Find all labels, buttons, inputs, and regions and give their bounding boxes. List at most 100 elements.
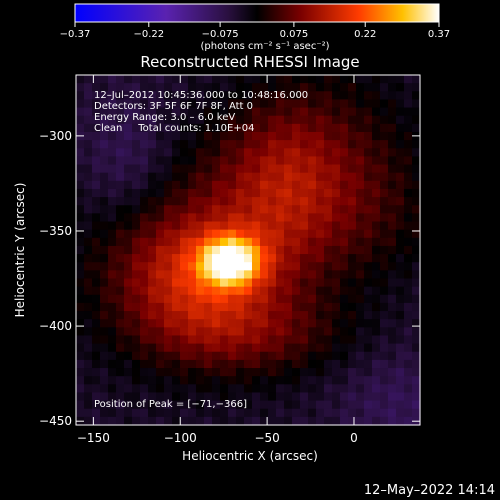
heatmap-cell bbox=[300, 278, 309, 288]
heatmap-cell bbox=[292, 311, 301, 320]
heatmap-cell bbox=[276, 278, 285, 288]
heatmap-cell bbox=[84, 172, 93, 182]
heatmap-cell bbox=[132, 213, 141, 223]
heatmap-cell bbox=[108, 180, 117, 190]
heatmap-cell bbox=[124, 392, 133, 402]
heatmap-cell bbox=[340, 123, 349, 133]
heatmap-cell bbox=[172, 148, 181, 157]
heatmap-cell bbox=[212, 131, 221, 141]
heatmap-cell bbox=[412, 107, 421, 117]
heatmap-cell bbox=[124, 205, 133, 214]
heatmap-cell bbox=[380, 351, 389, 361]
heatmap-cell bbox=[396, 302, 405, 312]
heatmap-cell bbox=[244, 368, 253, 377]
heatmap-cell bbox=[316, 107, 325, 117]
heatmap-cell bbox=[276, 408, 285, 418]
heatmap-cell bbox=[140, 335, 149, 345]
heatmap-cell bbox=[156, 311, 165, 320]
heatmap-cell bbox=[84, 254, 93, 263]
heatmap-cell bbox=[172, 99, 181, 109]
heatmap-cell bbox=[380, 294, 389, 304]
heatmap-cell bbox=[380, 221, 389, 231]
heatmap-cell bbox=[84, 351, 93, 361]
heatmap-cell bbox=[332, 368, 341, 377]
heatmap-cell bbox=[396, 286, 405, 296]
heatmap-cell bbox=[388, 91, 397, 101]
heatmap-cell bbox=[204, 115, 213, 125]
heatmap-cell bbox=[180, 197, 189, 206]
heatmap-cell bbox=[260, 359, 269, 369]
heatmap-cell bbox=[124, 376, 133, 385]
heatmap-cell bbox=[236, 83, 245, 92]
heatmap-cell bbox=[268, 107, 277, 117]
heatmap-cell bbox=[268, 221, 277, 231]
heatmap-cell bbox=[356, 416, 365, 426]
heatmap-cell bbox=[180, 229, 189, 239]
heatmap-cell bbox=[308, 131, 317, 141]
heatmap-cell bbox=[188, 327, 197, 337]
heatmap-cell bbox=[196, 294, 205, 304]
heatmap-cell bbox=[220, 156, 229, 166]
heatmap-cell bbox=[292, 408, 301, 418]
heatmap-cell bbox=[300, 140, 309, 149]
heatmap-cell bbox=[348, 416, 357, 426]
heatmap-cell bbox=[196, 376, 205, 385]
heatmap-cell bbox=[252, 343, 261, 353]
heatmap-cell bbox=[124, 107, 133, 117]
heatmap-cell bbox=[316, 205, 325, 214]
heatmap-cell bbox=[196, 408, 205, 418]
heatmap-cell bbox=[108, 286, 117, 296]
heatmap-cell bbox=[140, 172, 149, 182]
colorbar-tick-label: −0.22 bbox=[133, 29, 164, 40]
heatmap-cell bbox=[220, 262, 229, 271]
heatmap-cell bbox=[156, 229, 165, 239]
heatmap-cell bbox=[180, 180, 189, 190]
heatmap-cell bbox=[396, 99, 405, 109]
heatmap-cell bbox=[188, 172, 197, 182]
heatmap-cell bbox=[140, 107, 149, 117]
heatmap-cell bbox=[324, 376, 333, 385]
heatmap-cell bbox=[268, 75, 277, 84]
heatmap-cell bbox=[332, 286, 341, 296]
heatmap-cell bbox=[156, 172, 165, 182]
heatmap-cell bbox=[332, 164, 341, 174]
heatmap-cell bbox=[180, 140, 189, 149]
heatmap-cell bbox=[212, 140, 221, 149]
heatmap-cell bbox=[132, 400, 141, 410]
heatmap-cell bbox=[316, 91, 325, 101]
heatmap-cell bbox=[332, 351, 341, 361]
heatmap-cell bbox=[180, 376, 189, 385]
heatmap-cell bbox=[284, 131, 293, 141]
heatmap-cell bbox=[348, 75, 357, 84]
heatmap-cell bbox=[316, 262, 325, 271]
heatmap-cell bbox=[396, 91, 405, 101]
heatmap-cell bbox=[260, 221, 269, 231]
heatmap-cell bbox=[140, 180, 149, 190]
heatmap-cell bbox=[116, 197, 125, 206]
heatmap-cell bbox=[164, 221, 173, 231]
heatmap-cell bbox=[332, 83, 341, 92]
heatmap-cell bbox=[364, 408, 373, 418]
heatmap-cell bbox=[228, 408, 237, 418]
heatmap-cell bbox=[204, 148, 213, 157]
heatmap-cell bbox=[244, 180, 253, 190]
heatmap-cell bbox=[340, 107, 349, 117]
heatmap-cell bbox=[404, 75, 413, 84]
heatmap-cell bbox=[388, 197, 397, 206]
heatmap-cell bbox=[372, 400, 381, 410]
heatmap-cell bbox=[140, 294, 149, 304]
heatmap-cell bbox=[252, 237, 261, 247]
heatmap-cell bbox=[132, 245, 141, 255]
heatmap-cell bbox=[324, 75, 333, 84]
heatmap-cell bbox=[172, 351, 181, 361]
heatmap-cell bbox=[220, 359, 229, 369]
heatmap-cell bbox=[236, 140, 245, 149]
heatmap-cell bbox=[268, 172, 277, 182]
heatmap-cell bbox=[84, 262, 93, 271]
heatmap-cell bbox=[316, 156, 325, 166]
heatmap-cell bbox=[220, 392, 229, 402]
heatmap-cell bbox=[316, 229, 325, 239]
heatmap-cell bbox=[228, 262, 237, 271]
heatmap-cell bbox=[236, 115, 245, 125]
heatmap-cell bbox=[380, 180, 389, 190]
